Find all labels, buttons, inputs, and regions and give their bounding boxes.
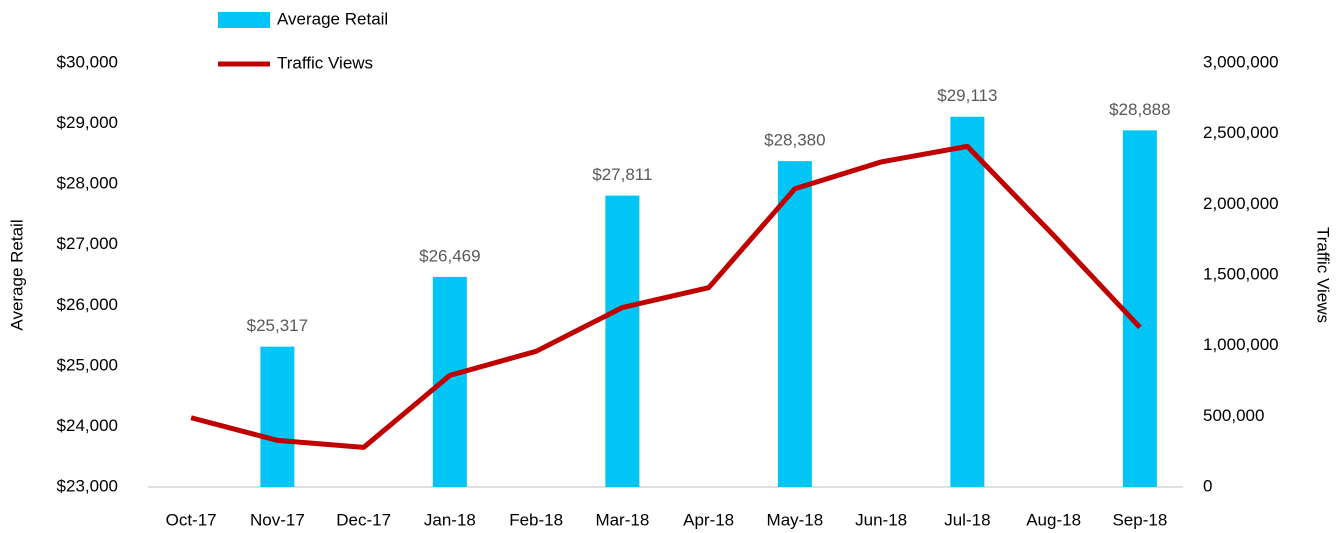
- y2-tick-label: 1,000,000: [1203, 335, 1279, 354]
- data-label: $28,380: [764, 131, 825, 150]
- bar: [1122, 130, 1157, 488]
- x-tick-label: Apr-18: [683, 510, 734, 529]
- y2-tick-label: 2,000,000: [1203, 194, 1279, 213]
- data-label: $27,811: [592, 165, 652, 184]
- bar: [432, 276, 467, 487]
- x-tick-label: Nov-17: [250, 510, 305, 529]
- x-tick-label: Oct-17: [166, 510, 217, 529]
- x-tick-label: Jul-18: [944, 510, 990, 529]
- x-tick-label: Aug-18: [1026, 510, 1081, 529]
- x-tick-label: Feb-18: [509, 510, 563, 529]
- y-tick-label: $26,000: [57, 295, 118, 314]
- x-tick-label: Dec-17: [336, 510, 391, 529]
- data-label: $26,469: [419, 246, 480, 265]
- y2-tick-label: 0: [1203, 476, 1212, 495]
- x-tick-label: Mar-18: [595, 510, 649, 529]
- data-label: $25,317: [247, 316, 308, 335]
- y2-axis-title: Traffic Views: [1314, 227, 1333, 323]
- bar: [605, 195, 640, 487]
- y-tick-label: $27,000: [57, 234, 118, 253]
- bar: [777, 161, 812, 487]
- y-axis-title: Average Retail: [7, 219, 26, 330]
- y2-tick-label: 1,500,000: [1203, 264, 1279, 283]
- y-tick-label: $29,000: [57, 113, 118, 132]
- y-tick-label: $23,000: [57, 476, 118, 495]
- line: [190, 143, 1142, 450]
- y-tick-label: $28,000: [57, 174, 118, 193]
- y-tick-label: $25,000: [57, 355, 118, 374]
- legend-label: Average Retail: [277, 9, 388, 28]
- y2-tick-label: 2,500,000: [1203, 123, 1279, 142]
- data-label: $29,113: [937, 86, 997, 105]
- y2-tick-label: 500,000: [1203, 406, 1264, 425]
- data-label: $28,888: [1109, 100, 1170, 119]
- y-tick-label: $24,000: [57, 416, 118, 435]
- x-tick-label: Sep-18: [1112, 510, 1167, 529]
- legend-swatch: [218, 12, 270, 28]
- x-tick-label: Jun-18: [855, 510, 907, 529]
- bar: [950, 116, 985, 487]
- y-tick-label: $30,000: [57, 52, 118, 71]
- y2-tick-label: 3,000,000: [1203, 52, 1279, 71]
- x-tick-label: Jan-18: [424, 510, 476, 529]
- bar: [260, 346, 295, 487]
- x-tick-label: May-18: [767, 510, 824, 529]
- legend-label: Traffic Views: [277, 53, 373, 72]
